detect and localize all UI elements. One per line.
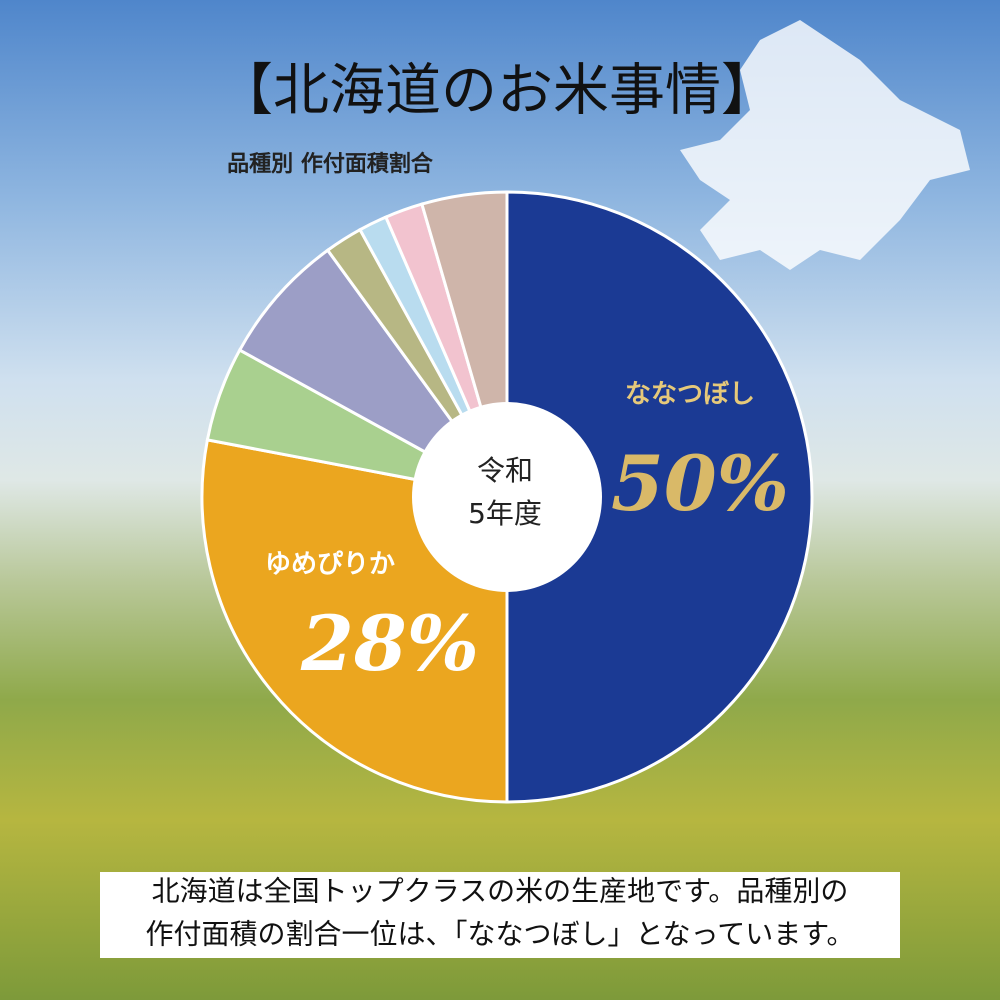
center-label: 5年度 [468, 497, 542, 530]
center-label: 令和 [477, 454, 533, 487]
center-hole [412, 402, 602, 592]
slice-category: ゆめぴりか [265, 550, 395, 580]
footer-box [100, 872, 900, 958]
footer-text: 北海道は全国トップクラスの米の生産地です。品種別の [152, 875, 849, 908]
page-title: 【北海道のお米事情】 [217, 59, 777, 124]
hokkaido-map [680, 20, 970, 270]
footer-text: 作付面積の割合一位は、「ななつぼし」となっています。 [146, 918, 855, 951]
slice-value-label: 50% [611, 439, 789, 528]
chart-subtitle: 品種別 作付面積割合 [227, 151, 434, 177]
slice-category: ななつぼし [625, 380, 755, 410]
slice-value-label: 28% [300, 599, 479, 688]
pie-slice [505, 190, 814, 804]
